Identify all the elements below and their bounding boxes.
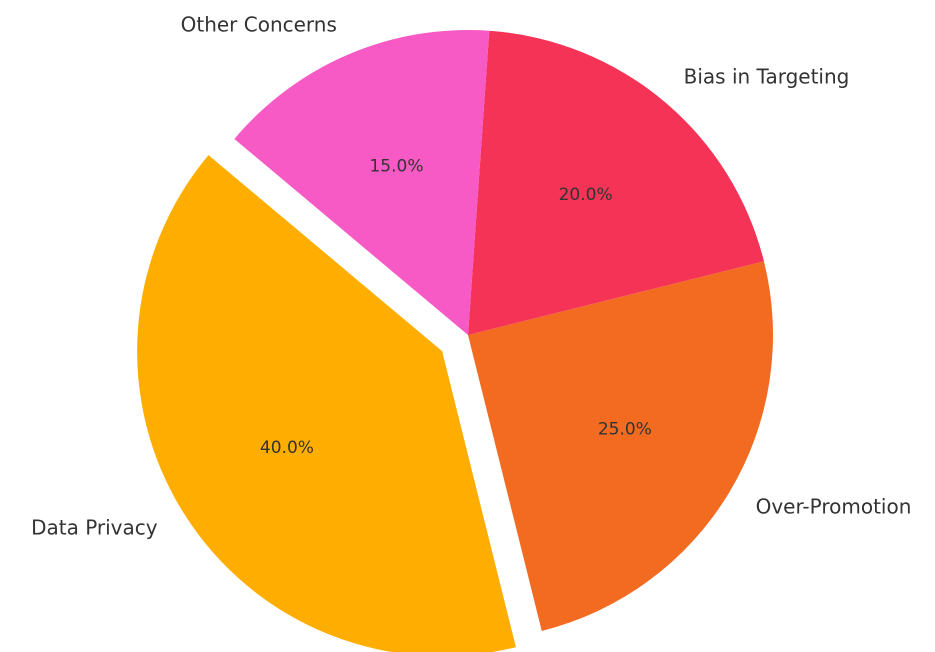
pie-slice (137, 155, 516, 652)
slice-label: Data Privacy (31, 515, 158, 539)
percent-label: 40.0% (260, 438, 314, 458)
percent-label: 25.0% (598, 419, 652, 439)
pie-slice (468, 30, 764, 336)
percent-label: 15.0% (369, 157, 423, 177)
pie-slice (234, 29, 490, 335)
percent-label: 20.0% (559, 185, 613, 205)
slice-label: Other Concerns (181, 13, 337, 37)
slice-label: Over-Promotion (756, 494, 912, 518)
pie-slice (468, 261, 773, 631)
slice-label: Bias in Targeting (684, 64, 850, 88)
